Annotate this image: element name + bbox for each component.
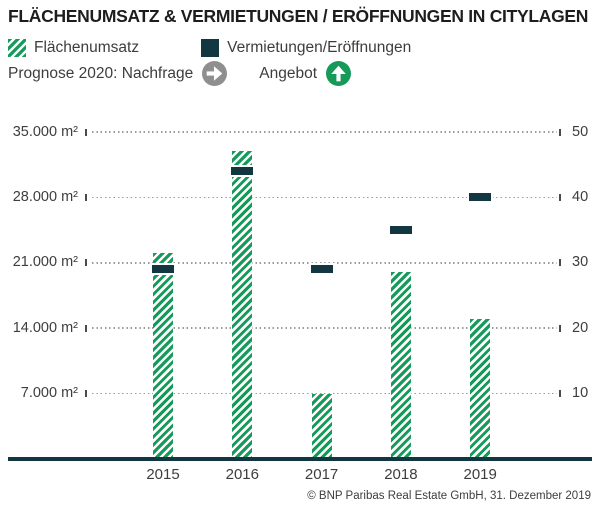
- y-axis-right-label: 30: [572, 254, 589, 271]
- y-axis-left-label: 35.000 m²: [12, 123, 78, 140]
- y-axis-right-label: 40: [572, 188, 589, 205]
- gridline: [92, 262, 557, 264]
- gridline: [92, 327, 557, 329]
- x-axis-baseline: [8, 457, 592, 461]
- right-tick: [559, 128, 561, 136]
- x-axis-label-2015: 2015: [146, 466, 180, 483]
- right-tick: [559, 324, 561, 332]
- y-axis-left-label: 14.000 m²: [12, 319, 78, 336]
- right-tick: [559, 259, 561, 267]
- gridline: [92, 131, 557, 133]
- left-tick: [85, 259, 87, 267]
- left-tick: [85, 324, 87, 332]
- left-tick: [85, 193, 87, 201]
- copyright-note: © BNP Paribas Real Estate GmbH, 31. Deze…: [307, 490, 591, 502]
- legend-label-vermietungen: Vermietungen/Eröffnungen: [227, 39, 412, 56]
- x-axis-label-2019: 2019: [463, 466, 497, 483]
- prognose-label: Prognose 2020: Nachfrage: [8, 64, 194, 82]
- prognose-row: Prognose 2020: Nachfrage Angebot: [8, 60, 352, 87]
- right-tick: [559, 390, 561, 398]
- marker-vermietungen-2019: [467, 191, 494, 204]
- arrow-up-circle-icon: [326, 61, 352, 86]
- marker-vermietungen-2018: [387, 224, 414, 237]
- plot-area: 35.000 m² 50 28.000 m² 40 21.000 m² 30 14.000 …: [0, 114, 600, 483]
- x-axis-label-2016: 2016: [225, 466, 259, 483]
- chart-title: FLÄCHENUMSATZ & VERMIETUNGEN / ERÖFFNUNG…: [8, 6, 589, 26]
- left-tick: [85, 128, 87, 136]
- y-axis-left-label: 28.000 m²: [12, 188, 78, 205]
- vermietungen-solid-swatch-icon: [201, 39, 220, 57]
- y-axis-left-label: 7.000 m²: [20, 385, 78, 402]
- legend: Flächenumsatz Vermietungen/Eröffnungen: [8, 38, 411, 58]
- bar-flaechenumsatz-2018: [390, 272, 411, 457]
- y-axis-right-label: 20: [572, 319, 589, 336]
- left-tick: [85, 390, 87, 398]
- bar-flaechenumsatz-2017: [311, 393, 332, 457]
- x-axis-label-2018: 2018: [384, 466, 418, 483]
- bar-flaechenumsatz-2016: [232, 150, 253, 457]
- marker-vermietungen-2017: [308, 263, 335, 276]
- y-axis-left-label: 21.000 m²: [12, 254, 78, 271]
- bar-flaechenumsatz-2015: [153, 253, 173, 457]
- x-axis-label-2017: 2017: [304, 466, 339, 483]
- y-axis-right-label: 50: [572, 123, 589, 140]
- arrow-right-circle-icon: [202, 61, 228, 86]
- y-axis-right-label: 10: [572, 385, 589, 402]
- marker-vermietungen-2016: [229, 165, 256, 178]
- flaechenumsatz-hatch-swatch-icon: [8, 39, 26, 57]
- bar-flaechenumsatz-2019: [470, 318, 491, 457]
- right-tick: [559, 193, 561, 201]
- gridline: [92, 196, 557, 199]
- marker-vermietungen-2015: [150, 263, 176, 276]
- legend-label-flaechenumsatz: Flächenumsatz: [34, 39, 140, 56]
- angebot-label: Angebot: [259, 64, 318, 82]
